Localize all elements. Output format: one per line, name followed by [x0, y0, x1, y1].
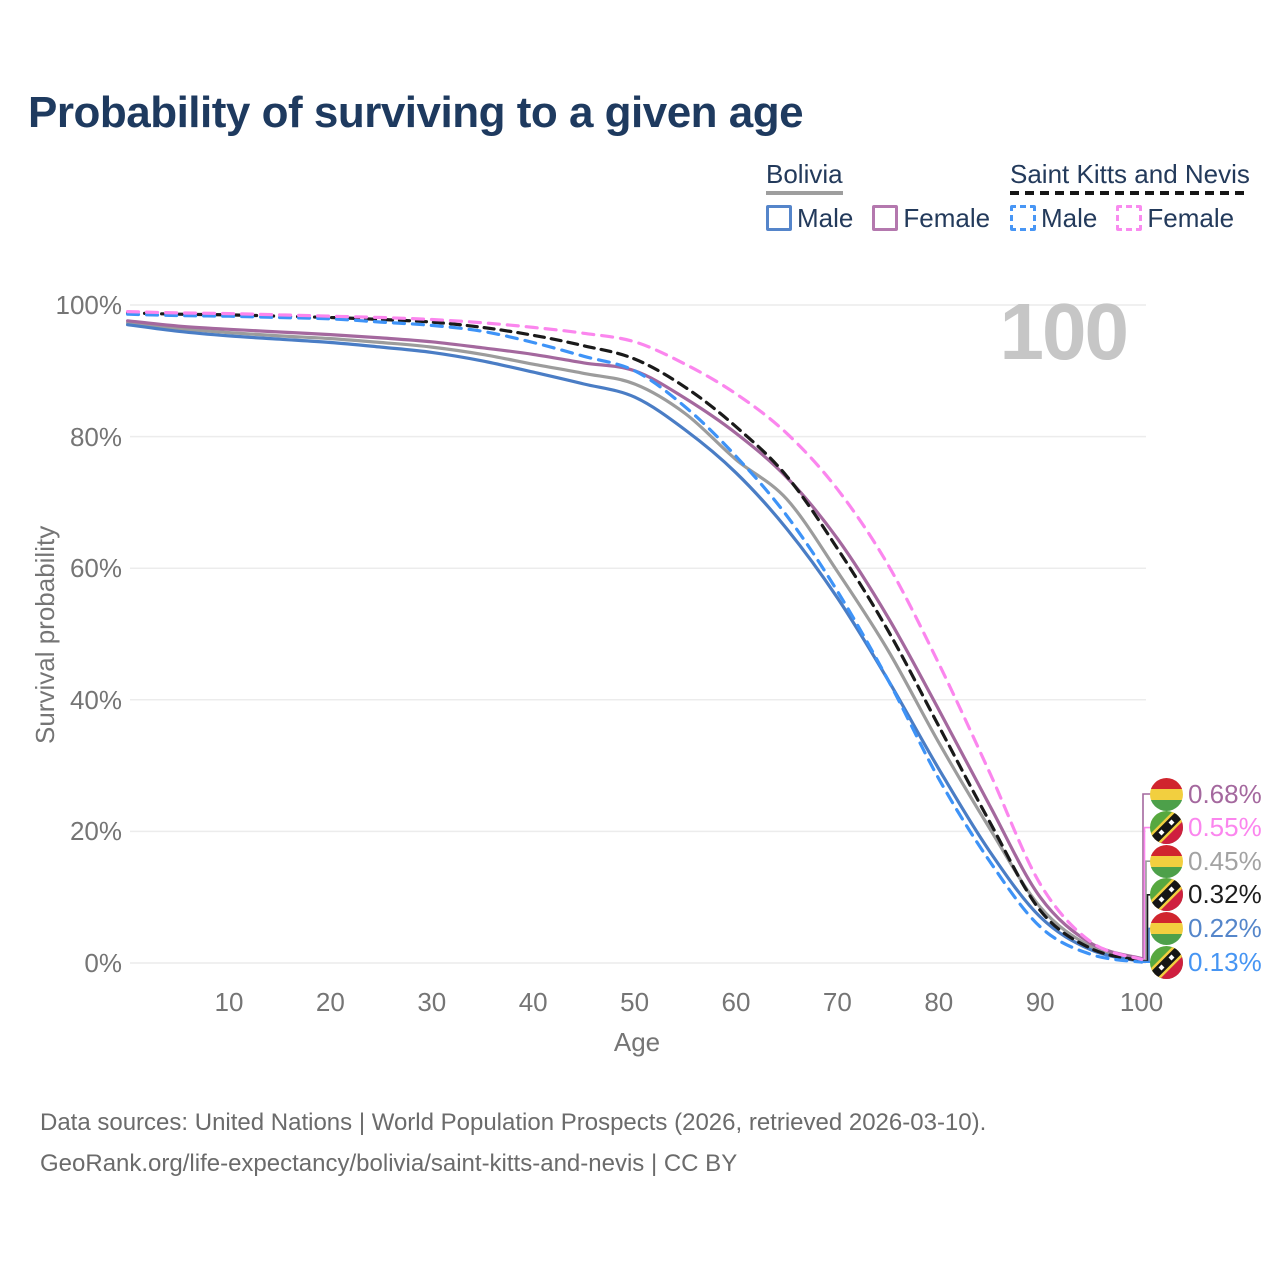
legend-country-header: Bolivia: [766, 160, 843, 195]
legend-swatch-icon: [872, 205, 899, 231]
end-label-value: 0.68%: [1188, 778, 1262, 809]
bolivia-flag-icon: [1150, 777, 1183, 811]
legend-swatch-icon: [1010, 205, 1036, 231]
end-label-value: 0.22%: [1188, 912, 1262, 943]
end-label-bolivia-male: 0.22%: [1150, 911, 1262, 945]
bolivia-flag-icon: [1150, 911, 1183, 945]
legend-item-label: Male: [797, 203, 854, 233]
leader-line-bolivia-average: [1141, 860, 1151, 961]
x-tick-label: 50: [620, 987, 650, 1017]
legend-country-name: Saint Kitts and Nevis: [1010, 159, 1250, 189]
end-label-value: 0.32%: [1188, 879, 1262, 910]
x-tick-label: 90: [1025, 987, 1055, 1017]
line-bolivia-male[interactable]: [126, 323, 1144, 964]
saint-kitts-and-nevis-flag-icon: [1150, 811, 1183, 845]
line-saint-kitts-and-nevis-female[interactable]: [126, 310, 1144, 961]
x-tick-label: 20: [315, 987, 345, 1017]
legend-items-row: Male Female: [1010, 204, 1253, 232]
x-tick-label: 40: [518, 987, 548, 1017]
x-tick-label: 10: [214, 987, 244, 1017]
end-label-bolivia-average: 0.45%: [1150, 844, 1262, 878]
end-label-saint-kitts-and-nevis-average: 0.32%: [1150, 878, 1262, 912]
attribution-line: GeoRank.org/life-expectancy/bolivia/sain…: [40, 1150, 738, 1177]
end-label-saint-kitts-and-nevis-female: 0.55%: [1150, 811, 1262, 845]
legend-country-header: Saint Kitts and Nevis: [1010, 160, 1250, 195]
line-bolivia-average[interactable]: [126, 321, 1144, 962]
footer: Data sources: United Nations | World Pop…: [40, 1102, 986, 1184]
legend-swatch-icon: [766, 205, 792, 231]
legend-item-label: Female: [903, 203, 991, 233]
x-tick-label: 100: [1119, 987, 1164, 1017]
legend-swatch-icon: [1116, 205, 1143, 231]
legend-item-female[interactable]: Female: [1116, 204, 1234, 232]
y-tick-label: 0%: [84, 948, 122, 978]
x-tick-label: 70: [822, 987, 852, 1017]
end-label-value: 0.45%: [1188, 845, 1262, 876]
legend-group-bolivia: Bolivia Male Female: [766, 160, 1009, 232]
legend-group-saint-kitts-and-nevis: Saint Kitts and Nevis Male Female: [1010, 160, 1253, 232]
end-label-saint-kitts-and-nevis-male: 0.13%: [1150, 945, 1262, 979]
legend-items-row: Male Female: [766, 204, 1009, 232]
legend-line-style-sample: [1010, 191, 1250, 195]
line-saint-kitts-and-nevis-male[interactable]: [126, 312, 1144, 964]
y-tick-label: 20%: [69, 816, 122, 847]
end-label-value: 0.55%: [1188, 812, 1262, 843]
y-tick-label: 80%: [69, 421, 122, 452]
y-tick-label: 100%: [55, 290, 123, 320]
line-saint-kitts-and-nevis-average[interactable]: [126, 311, 1144, 963]
saint-kitts-and-nevis-flag-icon: [1150, 945, 1183, 979]
y-tick-label: 40%: [69, 684, 122, 715]
legend-country-name: Bolivia: [766, 159, 843, 189]
legend-item-male[interactable]: Male: [1010, 204, 1097, 232]
legend-line-style-sample: [766, 191, 843, 195]
data-sources-line: Data sources: United Nations | World Pop…: [40, 1109, 987, 1136]
end-label-bolivia-female: 0.68%: [1150, 777, 1262, 811]
x-tick-label: 60: [721, 987, 751, 1017]
legend-item-male[interactable]: Male: [766, 204, 853, 232]
end-label-value: 0.13%: [1188, 946, 1262, 977]
legend-item-female[interactable]: Female: [872, 204, 990, 232]
x-tick-label: 80: [924, 987, 954, 1017]
line-bolivia-female[interactable]: [126, 319, 1144, 961]
legend-item-label: Male: [1041, 203, 1098, 233]
y-tick-label: 60%: [69, 553, 122, 584]
x-tick-label: 30: [417, 987, 447, 1017]
x-axis-title: Age: [613, 1027, 661, 1057]
bolivia-flag-icon: [1150, 844, 1183, 878]
saint-kitts-and-nevis-flag-icon: [1150, 878, 1183, 912]
page-title: Probability of surviving to a given age: [28, 88, 804, 137]
age-watermark: 100: [999, 287, 1129, 376]
legend-item-label: Female: [1147, 203, 1235, 233]
